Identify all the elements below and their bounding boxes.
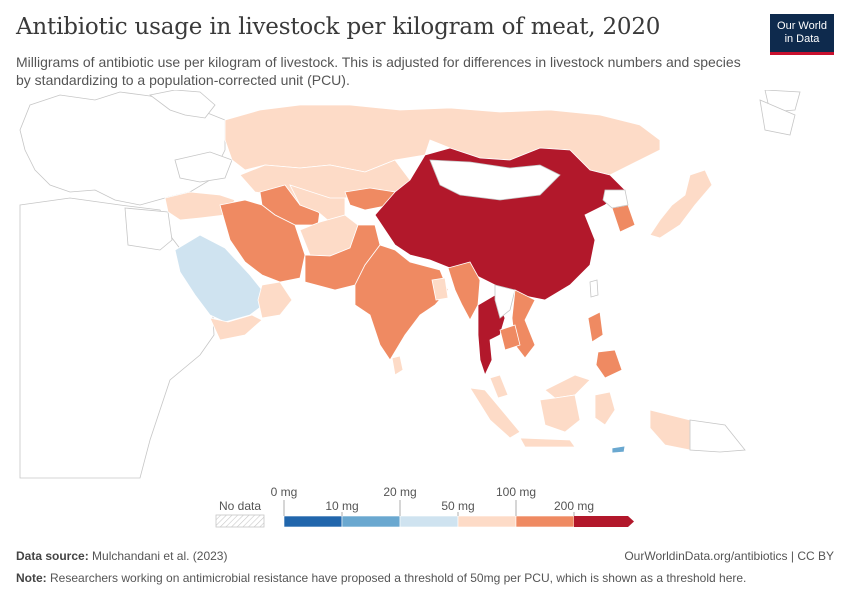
region-vietnam[interactable] bbox=[511, 289, 536, 359]
region-indonesia-sumatra[interactable] bbox=[469, 387, 521, 439]
legend-swatch-200-plus bbox=[574, 516, 634, 527]
region-india[interactable] bbox=[354, 244, 449, 361]
region-oman[interactable] bbox=[257, 281, 293, 319]
choropleth-map bbox=[19, 90, 801, 479]
region-alaska[interactable] bbox=[759, 99, 796, 136]
legend-tick-200: 200 mg bbox=[554, 499, 594, 513]
region-japan[interactable] bbox=[649, 169, 713, 239]
region-philippines-south[interactable] bbox=[595, 349, 623, 379]
legend-swatch-50-100 bbox=[457, 515, 517, 528]
region-timor-leste[interactable] bbox=[611, 445, 626, 454]
data-source-label: Data source: bbox=[16, 549, 89, 563]
note-label: Note: bbox=[16, 571, 47, 585]
region-laos[interactable] bbox=[494, 284, 516, 319]
region-china[interactable] bbox=[374, 147, 626, 301]
legend-swatch-10-20 bbox=[341, 515, 401, 528]
legend-tick-0: 0 mg bbox=[271, 485, 298, 499]
region-malaysia[interactable] bbox=[489, 374, 509, 399]
region-sri-lanka[interactable] bbox=[391, 355, 404, 376]
region-egypt[interactable] bbox=[124, 207, 173, 251]
logo-line-2: in Data bbox=[784, 33, 820, 45]
legend-swatch-20-50 bbox=[399, 515, 459, 528]
chart-title: Antibiotic usage in livestock per kilogr… bbox=[16, 14, 661, 40]
map-legend: No data 0 mg 10 mg 20 mg 50 mg 100 mg 20… bbox=[215, 485, 634, 528]
logo-line-1: Our World bbox=[777, 20, 827, 32]
legend-tick-100: 100 mg bbox=[496, 485, 536, 499]
legend-swatch-0-10 bbox=[283, 515, 343, 528]
data-source: Data source: Mulchandani et al. (2023) bbox=[16, 549, 227, 563]
region-bangladesh[interactable] bbox=[431, 277, 449, 301]
region-africa[interactable] bbox=[19, 197, 215, 479]
region-cambodia[interactable] bbox=[499, 324, 521, 351]
region-indonesia-papua[interactable] bbox=[649, 409, 691, 451]
region-papua-new-guinea[interactable] bbox=[689, 419, 746, 453]
region-scandinavia[interactable] bbox=[149, 90, 216, 119]
legend-tick-10: 10 mg bbox=[325, 499, 358, 513]
region-south-korea[interactable] bbox=[611, 204, 636, 233]
region-indonesia-java[interactable] bbox=[519, 437, 576, 448]
site-link[interactable]: OurWorldinData.org/antibiotics | CC BY bbox=[624, 549, 834, 563]
region-iran[interactable] bbox=[219, 199, 306, 283]
region-saudi-arabia[interactable] bbox=[174, 234, 271, 323]
legend-swatch-100-200 bbox=[515, 515, 575, 528]
chart-subtitle: Milligrams of antibiotic use per kilogra… bbox=[16, 54, 741, 88]
note-text: Researchers working on antimicrobial res… bbox=[50, 571, 747, 585]
region-mongolia[interactable] bbox=[429, 159, 561, 201]
legend-tick-50: 50 mg bbox=[441, 499, 474, 513]
chart-note: Note: Researchers working on antimicrobi… bbox=[16, 571, 746, 585]
owid-logo[interactable]: Our World in Data bbox=[770, 14, 834, 55]
region-yemen[interactable] bbox=[209, 314, 263, 341]
region-ukraine[interactable] bbox=[174, 151, 233, 183]
region-taiwan[interactable] bbox=[589, 279, 599, 298]
region-north-korea[interactable] bbox=[602, 189, 629, 209]
legend-ticks bbox=[283, 500, 575, 516]
region-myanmar[interactable] bbox=[447, 261, 481, 321]
region-indonesia-sulawesi[interactable] bbox=[594, 391, 616, 426]
region-malaysia-borneo[interactable] bbox=[544, 374, 591, 399]
legend-tick-20: 20 mg bbox=[383, 485, 416, 499]
region-indonesia-borneo[interactable] bbox=[539, 394, 581, 433]
legend-no-data-swatch bbox=[215, 514, 265, 528]
data-source-text[interactable]: Mulchandani et al. (2023) bbox=[92, 549, 228, 563]
legend-no-data-label: No data bbox=[219, 499, 261, 513]
legend-swatches bbox=[283, 515, 634, 528]
region-philippines-luzon[interactable] bbox=[587, 311, 604, 343]
